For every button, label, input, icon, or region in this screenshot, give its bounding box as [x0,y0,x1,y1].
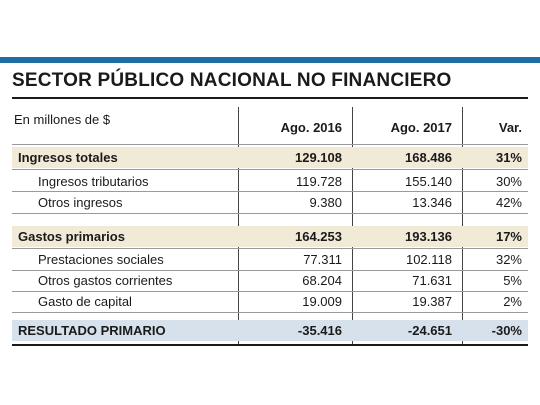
cell-ago-2017: 193.136 [405,229,452,244]
cell-ago-2016: 119.728 [295,174,342,189]
cell-ago-2016: 68.204 [302,273,342,288]
cell-ago-2017: 155.140 [405,174,452,189]
column-divider [462,107,463,344]
column-header-ago-2016: Ago. 2016 [280,120,342,135]
cell-var: 32% [495,252,522,267]
row-separator [12,312,528,313]
cell-ago-2016: 19.009 [302,294,342,309]
cell-ago-2017: 168.486 [405,150,452,165]
table-row-otros-gastos-corrientes: Otros gastos corrientes 68.204 71.631 5% [12,270,528,291]
cell-ago-2017: -24.651 [407,323,452,338]
row-label: Prestaciones sociales [38,252,164,267]
row-separator [12,248,528,249]
cell-ago-2017: 71.631 [412,273,452,288]
table-row-gastos-primarios: Gastos primarios 164.253 193.136 17% [12,226,528,247]
table-row-ingresos-totales: Ingresos totales 129.108 168.486 31% [12,147,528,168]
table-title: SECTOR PÚBLICO NACIONAL NO FINANCIERO [12,70,452,91]
table-row-gasto-de-capital: Gasto de capital 19.009 19.387 2% [12,291,528,312]
table-row-resultado-primario: RESULTADO PRIMARIO -35.416 -24.651 -30% [12,320,528,341]
row-separator [12,270,528,271]
row-label: Otros ingresos [38,195,123,210]
cell-var: -30% [491,323,522,338]
row-separator [12,169,528,170]
row-separator [12,213,528,214]
cell-ago-2016: 77.311 [303,252,342,267]
cell-var: 31% [495,150,522,165]
title-rule [12,97,528,99]
column-divider [352,107,353,344]
table-row-prestaciones-sociales: Prestaciones sociales 77.311 102.118 32% [12,249,528,270]
cell-var: 17% [495,229,522,244]
cell-var: 5% [503,273,522,288]
row-label: Gastos primarios [18,229,125,244]
cell-ago-2016: -35.416 [297,323,342,338]
unit-note: En millones de $ [14,112,111,127]
column-divider [238,107,239,344]
cell-ago-2016: 164.253 [295,229,342,244]
cell-var: 2% [503,294,522,309]
column-header-ago-2017: Ago. 2017 [390,120,452,135]
cell-var: 42% [495,195,522,210]
row-label: RESULTADO PRIMARIO [18,323,166,338]
cell-ago-2017: 102.118 [405,252,452,267]
header-separator [12,144,528,145]
row-separator [12,291,528,292]
row-label: Ingresos tributarios [38,174,149,189]
row-label: Gasto de capital [38,294,132,309]
row-label: Otros gastos corrientes [38,273,173,288]
cell-ago-2016: 129.108 [295,150,342,165]
row-label: Ingresos totales [18,150,118,165]
cell-var: 30% [495,174,522,189]
bottom-rule [12,344,528,346]
cell-ago-2017: 13.346 [412,195,452,210]
table-row-otros-ingresos: Otros ingresos 9.380 13.346 42% [12,192,528,213]
cell-ago-2016: 9.380 [309,195,342,210]
accent-bar [0,57,540,63]
row-separator [12,191,528,192]
table-row-ingresos-tributarios: Ingresos tributarios 119.728 155.140 30% [12,171,528,192]
cell-ago-2017: 19.387 [412,294,452,309]
column-header-var: Var. [498,120,522,135]
